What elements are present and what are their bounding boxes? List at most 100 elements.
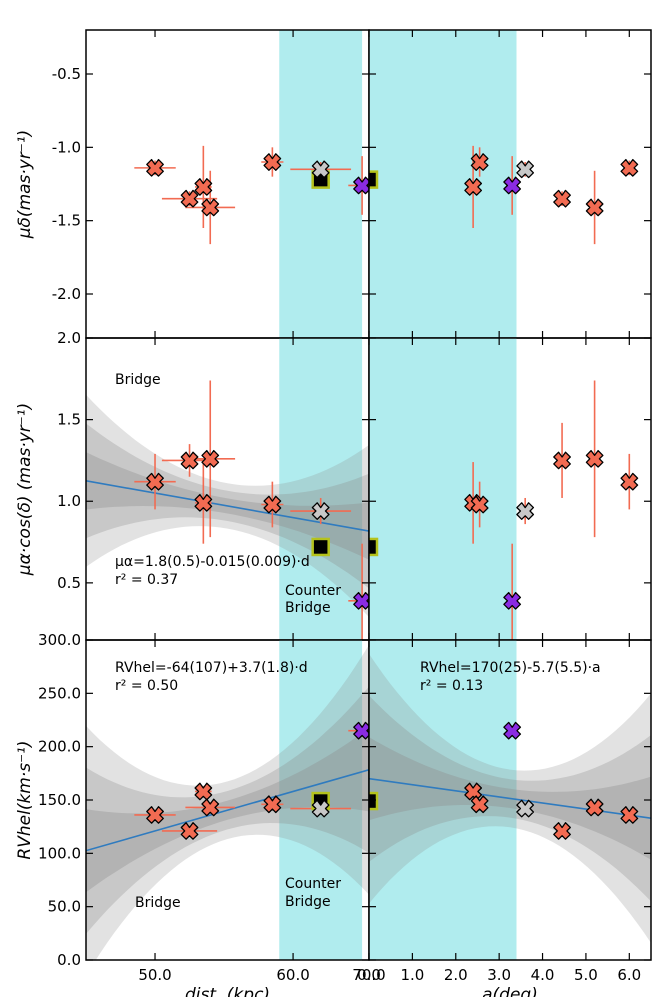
x-marker-red: [201, 798, 220, 817]
x-marker-red: [194, 782, 213, 801]
y-tick-label: -0.5: [52, 65, 81, 83]
x-tick-label: 4.0: [531, 966, 555, 984]
x-marker-red: [553, 189, 571, 208]
x-tick-label: 3.0: [487, 966, 511, 984]
y-axis-label: μα·cos(δ) (mas·yr⁻¹): [15, 403, 35, 576]
counter-bridge-label: Bridge: [285, 600, 331, 616]
x-marker-red: [470, 495, 489, 514]
x-marker-red: [553, 822, 571, 840]
y-tick-label: 150.0: [38, 791, 81, 809]
x-axis-label: a(deg): [482, 985, 538, 997]
counter-label: Counter: [285, 583, 341, 599]
square-marker: [369, 537, 379, 557]
y-tick-label: 300.0: [38, 631, 81, 649]
y-tick-label: 50.0: [48, 898, 81, 916]
y-tick-label: 0.0: [57, 951, 81, 969]
x-marker-red: [585, 198, 604, 217]
square-marker: [369, 170, 379, 189]
x-marker-purple: [503, 176, 522, 195]
bridge-label: Bridge: [115, 372, 161, 388]
y-tick-label: 1.0: [57, 492, 81, 510]
fit-equation: μα=1.8(0.5)-0.015(0.009)·d: [115, 554, 310, 570]
x-marker-red: [180, 189, 199, 208]
panel-bot-left: 300.0 250.0 200.0 150.0 100.0 50.0 0.0 50.0 60.0…: [15, 631, 386, 997]
plot-area: [86, 338, 369, 640]
y-tick-label: 2.0: [57, 329, 81, 347]
panel-top-right: [368, 29, 652, 339]
square-marker: [369, 791, 379, 811]
x-tick-label: 70.0: [352, 966, 385, 984]
x-marker-red: [470, 795, 489, 814]
panel-top-left: -0.5 -1.0 -1.5 -2.0 μδ(mas·yr⁻¹): [15, 29, 370, 339]
fit-equation: RVhel=-64(107)+3.7(1.8)·d: [115, 660, 308, 676]
x-marker-gray: [516, 502, 535, 520]
fit-line: [369, 777, 651, 819]
x-marker-red: [146, 472, 164, 491]
x-tick-label: 2.0: [444, 966, 468, 984]
x-marker-red: [194, 178, 213, 196]
r-squared: r² = 0.13: [420, 678, 483, 694]
y-tick-label: -2.0: [52, 285, 81, 303]
y-tick-label: 0.5: [57, 574, 81, 592]
x-marker-red: [194, 493, 213, 512]
y-tick-label: -1.5: [52, 212, 81, 230]
plot-area: [86, 640, 369, 960]
y-tick-label: 1.5: [57, 411, 81, 429]
panel-mid-right: [368, 337, 652, 641]
x-marker-red: [470, 153, 489, 171]
y-tick-label: 200.0: [38, 738, 81, 756]
fit-line: [86, 768, 369, 852]
x-marker-red: [464, 782, 483, 801]
x-marker-red: [585, 449, 604, 468]
x-marker-gray: [516, 160, 535, 179]
x-marker-red: [620, 158, 639, 177]
x-tick-label: 0.0: [357, 966, 381, 984]
x-tick-label: 5.0: [574, 966, 598, 984]
fit-equation: RVhel=170(25)-5.7(5.5)·a: [420, 660, 601, 676]
y-tick-label: -1.0: [52, 138, 81, 156]
x-marker-purple: [503, 591, 522, 610]
x-tick-label: 6.0: [617, 966, 641, 984]
x-marker-gray: [311, 160, 330, 179]
panel-bot-right: 0.0 1.0 2.0 3.0 4.0 5.0 6.0 a(deg) RVhel=170(25)…: [357, 639, 652, 997]
plot-area: [369, 338, 639, 640]
x-marker-red: [180, 822, 199, 840]
y-tick-label: 250.0: [38, 684, 81, 702]
highlight-band: [369, 30, 517, 338]
highlight-band: [369, 338, 517, 640]
x-marker-red: [180, 451, 199, 470]
y-tick-label: 100.0: [38, 844, 81, 862]
x-marker-purple: [353, 591, 369, 610]
x-tick-label: 60.0: [276, 966, 309, 984]
x-marker-red: [585, 798, 604, 817]
panel-mid-left: 2.0 1.5 1.0 0.5 μα·cos(δ) (mas·yr⁻¹) Bridge μα…: [15, 329, 370, 641]
x-marker-gray: [311, 502, 330, 520]
bridge-label: Bridge: [135, 895, 181, 911]
x-marker-red: [263, 495, 282, 514]
y-axis-label: RVhel(km·s⁻¹): [15, 740, 35, 859]
plot-area: [134, 30, 369, 338]
x-marker-red: [146, 806, 164, 824]
x-marker-red: [263, 795, 282, 814]
x-marker-red: [620, 806, 639, 824]
x-marker-purple: [503, 721, 522, 740]
x-tick-label: 1.0: [400, 966, 424, 984]
x-marker-purple: [353, 176, 369, 195]
x-marker-purple: [353, 721, 369, 740]
plot-area: [369, 30, 639, 338]
counter-label: Counter: [285, 876, 341, 892]
plot-area: [369, 640, 651, 960]
x-marker-red: [201, 449, 220, 468]
x-marker-red: [553, 451, 571, 470]
x-marker-red: [464, 178, 483, 196]
x-axis-label: dist. (kpc): [185, 985, 270, 997]
highlight-band: [369, 640, 517, 960]
x-marker-gray: [516, 799, 535, 818]
fit-line: [86, 480, 369, 532]
x-marker-gray: [311, 799, 330, 818]
r-squared: r² = 0.37: [115, 572, 178, 588]
confidence-band-1: [86, 645, 369, 960]
square-marker: [311, 537, 330, 557]
x-marker-red: [201, 198, 220, 217]
x-marker-red: [263, 153, 282, 171]
